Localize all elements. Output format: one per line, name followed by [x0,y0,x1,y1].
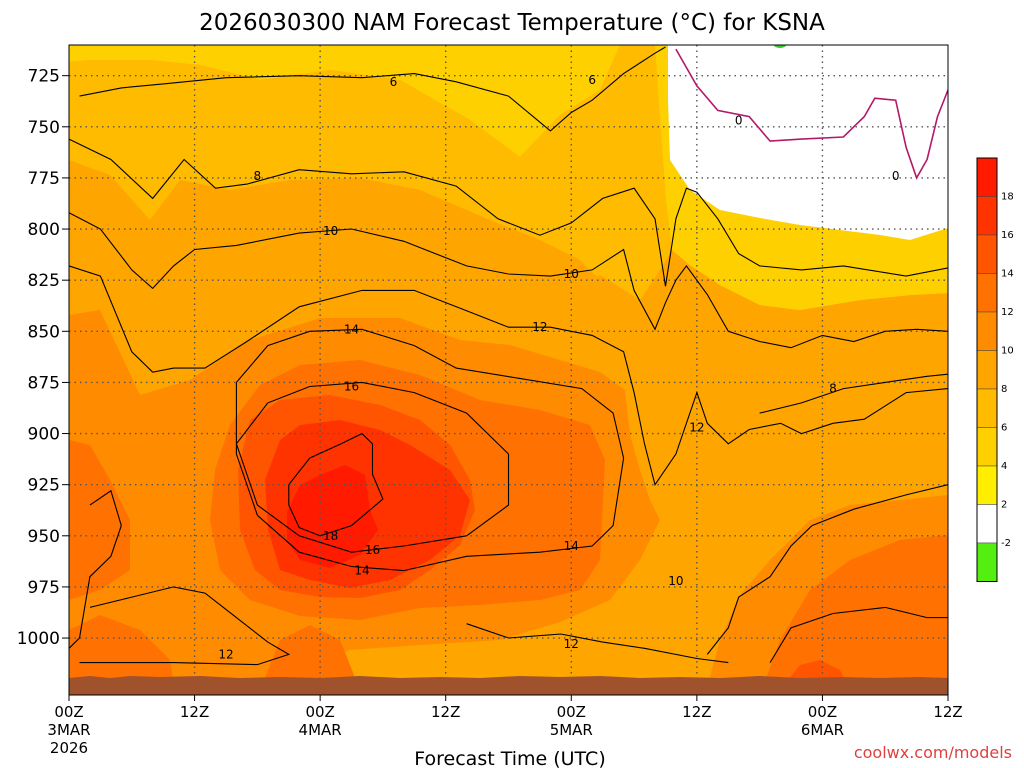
x-tick-year-label: 2026 [50,739,88,757]
x-tick-label: 12Z [180,703,209,721]
contour-label: 18 [323,529,338,543]
region-12-14-redorange [69,440,130,600]
region-6-8-amber [69,45,672,300]
y-tick-label: 900 [28,425,60,445]
x-tick-date-label: 4MAR [299,721,342,739]
colorbar: 18 16 14 12 10 8 6 4 2 -2 [976,157,1014,582]
colorbar-label: -2 [1001,538,1011,549]
chart-title: 2026030300 NAM Forecast Temperature (°C)… [199,10,825,36]
contour-label: 16 [344,380,359,394]
contour-label: 10 [668,574,683,588]
y-tick-label: 1000 [17,629,60,649]
colorbar-swatch [976,273,998,313]
contour-6 [79,46,666,132]
colorbar-label: 18 [1001,192,1014,203]
ground-surface [69,676,948,695]
colorbar-swatch [976,311,998,351]
contour-label: 8 [829,382,837,396]
contour-lines: 6 6 8 10 10 12 12 14 14 14 16 16 18 12 12 10 8 0 0 [69,46,948,666]
region-18-plus [287,465,378,568]
contour-label: 16 [365,543,380,557]
colorbar-swatch [976,196,998,236]
contour-10 [69,212,948,349]
y-tick-label: 825 [28,271,60,291]
contour-10 [769,606,948,663]
colorbar-swatch [976,388,998,428]
colorbar-label: 10 [1001,346,1014,357]
contour-label: 12 [564,637,579,651]
x-tick-label: 00Z [557,703,586,721]
contour-label: 8 [254,169,262,183]
region-12-14-bottom-mid [260,625,360,690]
contour-label: 14 [354,564,369,578]
contour-18 [288,432,384,537]
contour-label: 12 [532,320,547,334]
x-tick-date-label: 3MAR [47,721,90,739]
colorbar-label: 12 [1001,307,1014,318]
region-12-14-right [760,535,948,695]
contour-label: 12 [218,647,233,661]
contour-16 [235,381,510,553]
x-tick-date-label: 5MAR [550,721,593,739]
colorbar-frame [976,157,998,582]
x-tick-date-label: 6MAR [801,721,844,739]
colorbar-swatch [976,542,998,582]
colorbar-label: 8 [1001,384,1007,395]
x-tick-label: 00Z [808,703,837,721]
contour-12 [69,265,948,487]
colorbar-swatch [976,427,998,467]
contour-label: 12 [689,420,704,434]
credit-text: coolwx.com/models [854,743,1012,762]
plot-frame [68,44,949,696]
y-tick-label: 975 [28,578,60,598]
contour-10 [706,484,948,655]
x-tick-label: 12Z [431,703,460,721]
green-spot [774,45,786,48]
plot-area: 6 6 8 10 10 12 12 14 14 14 16 16 18 12 12 10 8 0 0 [69,45,948,695]
x-axis-label: Forecast Time (UTC) [414,748,605,768]
colorbar-swatch [976,157,998,197]
y-tick-label: 850 [28,322,60,342]
contour-label: 0 [735,114,743,128]
colorbar-swatch [976,504,998,544]
contour-0 [675,48,948,180]
x-tick-label: 12Z [682,703,711,721]
contour-label: 0 [892,169,900,183]
contour-12 [79,586,291,666]
colorbar-label: 6 [1001,423,1007,434]
contour-label: 10 [323,224,338,238]
region-0-2-white [668,45,948,240]
y-tick-label: 925 [28,476,60,496]
y-tick-label: 750 [28,118,60,138]
contour-8 [759,373,948,414]
colorbar-swatch [976,350,998,390]
colorbar-label: 16 [1001,230,1014,241]
region-12-14-bottom-left [69,615,175,690]
y-axis: 725 750 775 800 825 850 875 900 925 950 975 1000 [17,67,69,649]
x-tick-label: 12Z [933,703,962,721]
colorbar-label: 4 [1001,461,1007,472]
x-tick-label: 00Z [54,703,83,721]
y-tick-label: 800 [28,220,60,240]
contour-14 [235,328,625,572]
contour-label: 6 [390,75,398,89]
colorbar-label: 2 [1001,500,1007,511]
colorbar-swatch [976,465,998,505]
y-tick-label: 775 [28,169,60,189]
y-tick-label: 875 [28,373,60,393]
contour-12 [466,623,729,664]
colorbar-swatch [976,234,998,274]
contour-label: 10 [564,267,579,281]
x-tick-label: 00Z [305,703,334,721]
y-tick-label: 950 [28,527,60,547]
contour-8 [69,138,948,287]
y-tick-label: 725 [28,67,60,87]
contour-label: 14 [344,322,359,336]
colorbar-label: 14 [1001,269,1014,280]
contour-label: 6 [588,73,596,87]
contour-14 [69,489,122,649]
contour-label: 14 [564,539,579,553]
